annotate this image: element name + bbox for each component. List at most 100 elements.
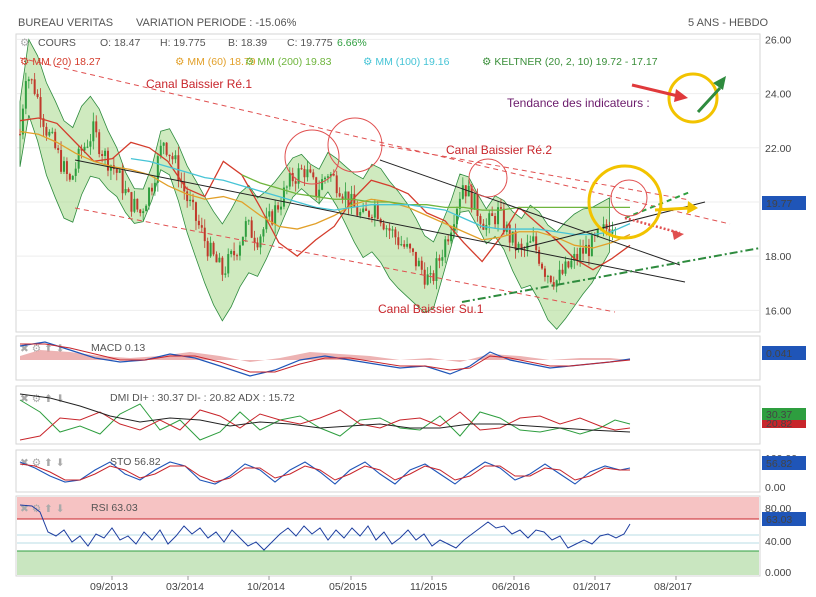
candle-body [344, 191, 347, 200]
sto-d [19, 463, 630, 483]
indicator-2[interactable]: ⚙ MM (200) 19.83 [245, 56, 332, 68]
candle-body [388, 228, 391, 231]
candle-body [60, 149, 63, 172]
candle-body [576, 253, 579, 260]
dmi-controls[interactable]: ✖ ⚙ ⬆ ⬇ [20, 393, 65, 405]
indicator-1[interactable]: ⚙ MM (60) 18.79 [175, 56, 256, 68]
candle-body [326, 176, 329, 178]
candle-body [80, 148, 83, 151]
candle-body [282, 187, 285, 207]
candle-body [24, 81, 27, 109]
candle-body [491, 213, 494, 216]
candle-body [362, 208, 365, 213]
indicator-0[interactable]: ⚙ MM (20) 18.27 [20, 56, 101, 68]
sto-controls[interactable]: ✖ ⚙ ⬆ ⬇ [20, 457, 65, 469]
rsi-panel [15, 495, 761, 577]
indicator-3[interactable]: ⚙ MM (100) 19.16 [363, 56, 450, 68]
candle-body [294, 181, 297, 184]
candle-body [414, 251, 417, 267]
candle-body [145, 205, 148, 212]
candle-body [596, 229, 599, 236]
candle-body [324, 177, 326, 180]
candle-body [546, 275, 549, 277]
rsi-value-tag [762, 512, 806, 526]
candle-body [98, 132, 101, 155]
candle-body [321, 179, 324, 190]
moving-averages [19, 117, 631, 271]
channel-lines [19, 57, 761, 313]
svg-text:19.77: 19.77 [766, 198, 792, 210]
candle-body [150, 187, 153, 192]
rsi-label: RSI 63.03 [91, 502, 138, 514]
candle-body [33, 79, 36, 94]
candle-body [359, 212, 362, 216]
candle-body [585, 244, 588, 254]
candle-body [590, 234, 593, 257]
candle-body [19, 134, 21, 136]
candle-body [148, 187, 151, 206]
candle-body [400, 244, 403, 246]
candle-body [303, 169, 306, 178]
candle-body [238, 245, 241, 256]
candle-body [470, 185, 473, 210]
candle-body [567, 261, 570, 268]
candle-body [236, 255, 239, 257]
trend-indicators-label: Tendance des indicateurs : [507, 96, 650, 110]
candle-body [253, 237, 256, 243]
candle-body [156, 156, 159, 183]
candle-body [341, 196, 344, 200]
candle-body [464, 185, 467, 197]
candle-body [561, 269, 564, 274]
indicator-4[interactable]: ⚙ KELTNER (20, 2, 10) 19.72 - 17.17 [482, 56, 658, 68]
candle-body [579, 247, 582, 260]
candle-body [45, 126, 48, 136]
dmi-label: DMI DI+ : 30.37 DI- : 20.82 ADX : 15.72 [110, 392, 295, 404]
candle-body [54, 131, 57, 149]
candle-body [244, 221, 247, 237]
candle-body [312, 172, 315, 178]
candle-body [101, 154, 104, 156]
y-tick-label: 26.00 [765, 34, 791, 46]
candle-body [183, 181, 186, 192]
candle-body [420, 260, 423, 270]
highlight-circles [284, 117, 698, 240]
candle-body [256, 242, 259, 248]
candle-body [224, 273, 227, 275]
candle-body [48, 131, 51, 136]
macd-label: MACD 0.13 [91, 342, 145, 354]
candle-body [435, 258, 438, 281]
svg-text:✖ ⚙ ⬆ ⬇: ✖ ⚙ ⬆ ⬇ [20, 503, 65, 515]
candle-body [582, 247, 585, 254]
period-selector[interactable]: 5 ANS - HEBDO [688, 17, 769, 29]
candle-body [549, 275, 552, 283]
candle-body [315, 177, 318, 197]
candle-body [174, 155, 177, 160]
candle-body [192, 199, 195, 203]
candle-body [177, 155, 180, 182]
candle-body [391, 229, 394, 231]
candle-body [168, 154, 171, 157]
settings-gear-icon[interactable]: ⚙ [20, 37, 29, 49]
candle-body [203, 227, 206, 242]
candle-body [189, 199, 192, 202]
candle-body [274, 205, 277, 225]
macd-line [19, 341, 631, 377]
candle-body [71, 175, 74, 180]
candle-body [526, 242, 529, 250]
candle-body [476, 193, 479, 217]
ma-line [130, 157, 631, 236]
candle-body [306, 169, 309, 178]
y-tick-label: 16.00 [765, 305, 791, 317]
x-tick-label: 05/2015 [329, 581, 367, 593]
candle-body [130, 192, 133, 212]
candle-body [432, 273, 435, 281]
rsi-controls[interactable]: ✖ ⚙ ⬆ ⬇ [20, 503, 65, 515]
di-plus-value: 30.37 [766, 409, 792, 421]
candle-body [118, 170, 121, 173]
high-value: H: 19.775 [160, 37, 206, 49]
candle-body [83, 146, 86, 151]
candle-body [127, 189, 130, 193]
candle-body [124, 189, 127, 194]
dmi-panel [15, 385, 761, 445]
